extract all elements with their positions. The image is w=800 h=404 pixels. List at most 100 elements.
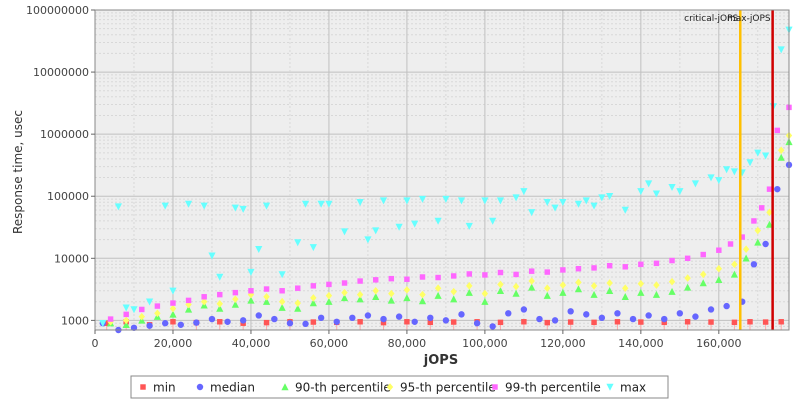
data-point [341, 280, 348, 286]
x-tick-label: 100,000 [462, 337, 508, 350]
legend-item: median [196, 381, 255, 395]
data-point [263, 286, 270, 292]
y-tick-label: 100000000 [26, 4, 89, 17]
legend-label: 90-th percentile [295, 381, 391, 395]
data-point [294, 239, 302, 247]
data-point [668, 183, 676, 191]
data-point [652, 190, 661, 198]
data-point [403, 197, 411, 205]
data-point [520, 188, 528, 196]
data-point [356, 290, 364, 299]
data-point [217, 291, 223, 298]
data-point [255, 312, 262, 319]
data-point [356, 295, 364, 303]
data-point [380, 315, 387, 323]
data-point [325, 297, 333, 305]
marker-label-max-jOPS: max-jOPS [727, 14, 771, 24]
data-point [465, 288, 473, 296]
data-point [731, 260, 738, 269]
data-point [279, 288, 285, 294]
data-point [653, 281, 660, 289]
legend-item: max [606, 381, 646, 395]
data-point [574, 200, 583, 208]
data-point [622, 284, 629, 292]
data-point [543, 199, 551, 207]
data-point [497, 319, 504, 326]
data-point [766, 186, 773, 192]
data-point [765, 220, 774, 228]
data-point [754, 238, 762, 246]
data-point [481, 289, 489, 298]
data-point [130, 324, 138, 331]
data-point [621, 206, 629, 214]
data-point [777, 153, 785, 161]
x-tick-label: 140,000 [618, 337, 664, 350]
data-point [637, 288, 645, 296]
data-point [161, 202, 169, 210]
data-point [730, 270, 739, 278]
data-point [496, 197, 505, 205]
data-point [340, 294, 349, 302]
legend-label: min [153, 381, 176, 395]
legend-marker [140, 384, 146, 390]
data-point [138, 312, 145, 321]
data-point [231, 204, 239, 212]
data-point [742, 254, 750, 262]
data-point [325, 291, 333, 300]
data-point [122, 304, 130, 312]
data-point [309, 299, 317, 307]
data-point [707, 174, 715, 182]
x-tick-label: 160,000 [696, 337, 742, 350]
data-point [661, 315, 668, 323]
data-point [262, 297, 271, 305]
data-point [774, 185, 781, 193]
data-point [341, 288, 348, 297]
data-point [466, 282, 473, 290]
data-point [497, 280, 504, 289]
legend-marker [492, 384, 498, 390]
data-point [715, 177, 723, 185]
data-point [310, 283, 317, 289]
data-point [208, 252, 216, 260]
x-tick-label: 120,000 [540, 337, 586, 350]
x-axis-label: jOPS [423, 353, 458, 368]
data-point [458, 311, 465, 318]
data-point [349, 314, 356, 322]
data-point [379, 197, 388, 205]
data-point [388, 275, 395, 282]
data-point [310, 294, 317, 302]
data-point [216, 299, 223, 308]
data-point [575, 265, 582, 272]
data-point [169, 310, 177, 318]
data-point [278, 271, 286, 279]
data-point [481, 297, 489, 305]
data-point [762, 152, 770, 160]
data-point [278, 303, 286, 311]
data-point [590, 282, 598, 290]
data-point [364, 236, 372, 244]
grid-lines [94, 9, 789, 331]
marker-label-critical-jOPS: critical-jOPS [684, 14, 738, 24]
data-point [387, 296, 395, 304]
data-point [239, 317, 247, 324]
data-point [473, 320, 481, 327]
data-point [684, 283, 692, 291]
data-point [185, 297, 192, 304]
data-point [310, 319, 317, 325]
data-point [505, 310, 512, 317]
data-point [528, 277, 535, 285]
data-point [708, 319, 714, 325]
data-point [217, 319, 223, 325]
data-point [543, 291, 551, 299]
data-point [411, 220, 419, 228]
data-point [216, 273, 224, 281]
data-point [684, 274, 691, 282]
data-point [551, 204, 559, 212]
data-point [652, 290, 661, 298]
data-point [739, 234, 745, 240]
data-point [372, 227, 380, 235]
data-point [200, 202, 208, 210]
legend-marker [196, 383, 204, 391]
data-point [750, 261, 758, 268]
